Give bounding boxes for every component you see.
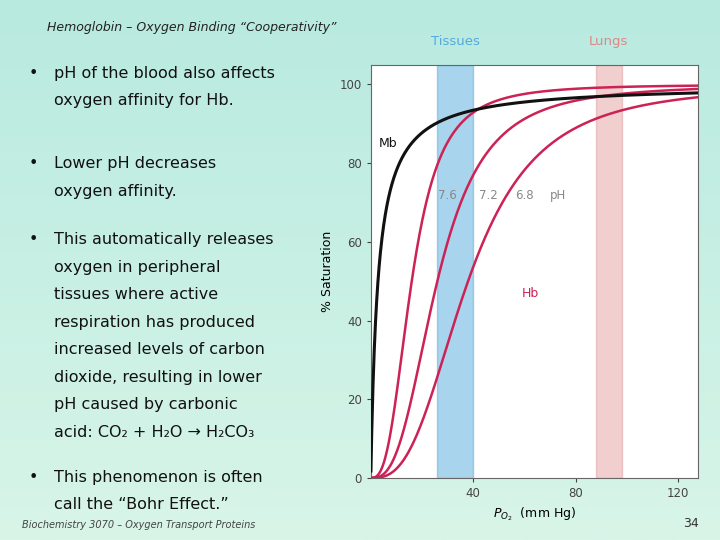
Text: 6.8: 6.8 <box>515 188 534 201</box>
Text: increased levels of carbon: increased levels of carbon <box>54 342 265 357</box>
Text: Biochemistry 3070 – Oxygen Transport Proteins: Biochemistry 3070 – Oxygen Transport Pro… <box>22 520 255 530</box>
Bar <box>596 65 621 478</box>
Text: •: • <box>29 232 38 247</box>
Text: pH: pH <box>549 188 566 201</box>
Text: This phenomenon is often: This phenomenon is often <box>54 470 263 484</box>
Text: Hemoglobin – Oxygen Binding “Cooperativity”: Hemoglobin – Oxygen Binding “Cooperativi… <box>47 21 336 33</box>
Text: call the “Bohr Effect.”: call the “Bohr Effect.” <box>54 497 229 512</box>
Text: 7.6: 7.6 <box>438 188 457 201</box>
Text: •: • <box>29 66 38 80</box>
Text: Lungs: Lungs <box>589 35 629 48</box>
Text: •: • <box>29 156 38 171</box>
Text: tissues where active: tissues where active <box>54 287 218 302</box>
Text: Lower pH decreases: Lower pH decreases <box>54 156 216 171</box>
Y-axis label: % Saturation: % Saturation <box>321 231 334 312</box>
Text: 7.2: 7.2 <box>479 188 498 201</box>
Text: 34: 34 <box>683 517 698 530</box>
Text: Mb: Mb <box>379 137 397 151</box>
Text: oxygen affinity.: oxygen affinity. <box>54 184 176 199</box>
Text: pH caused by carbonic: pH caused by carbonic <box>54 397 238 413</box>
Text: •: • <box>29 470 38 484</box>
Text: Tissues: Tissues <box>431 35 480 48</box>
Text: This automatically releases: This automatically releases <box>54 232 274 247</box>
X-axis label: $\mathit{P}$$_{O_2}$  (mm Hg): $\mathit{P}$$_{O_2}$ (mm Hg) <box>493 505 576 523</box>
Text: respiration has produced: respiration has produced <box>54 315 255 329</box>
Text: oxygen affinity for Hb.: oxygen affinity for Hb. <box>54 93 234 108</box>
Text: pH of the blood also affects: pH of the blood also affects <box>54 66 275 80</box>
Text: Hb: Hb <box>522 287 539 300</box>
Text: acid: CO₂ + H₂O → H₂CO₃: acid: CO₂ + H₂O → H₂CO₃ <box>54 425 254 440</box>
Text: dioxide, resulting in lower: dioxide, resulting in lower <box>54 370 262 385</box>
Bar <box>437 65 473 478</box>
Text: oxygen in peripheral: oxygen in peripheral <box>54 260 220 274</box>
